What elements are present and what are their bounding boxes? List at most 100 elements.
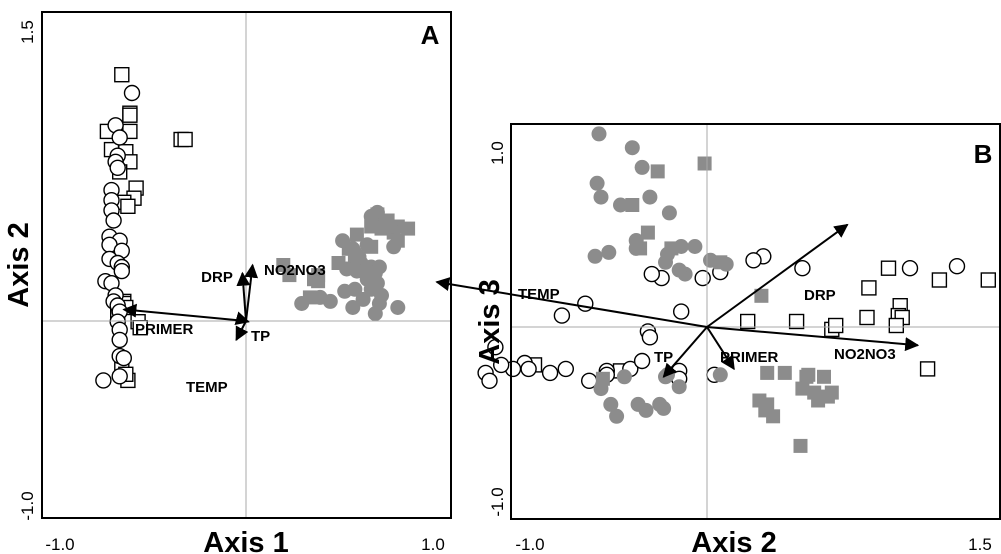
panel-a-filled-circle-point — [378, 215, 394, 230]
panel-a-x-tick-max: 1.0 — [421, 535, 445, 554]
panel-a-open-circle-point — [113, 262, 131, 280]
panel-b-frame — [510, 123, 1001, 520]
panel-b-y-axis-title: Axis 3 — [474, 279, 506, 364]
panel-b-filled-circle-point — [660, 367, 675, 383]
panel-a-vector-label-primer: PRIMER — [135, 321, 194, 338]
panel-b-filled-circle-point — [642, 189, 658, 205]
panel-a-open-circle-point — [123, 84, 141, 102]
panel-a-filled-circle-point — [386, 239, 402, 255]
panel-a: DRP NO2NO3 PRIMER TP TEMP A -1.0 1.0 -1.0 1.… — [3, 11, 452, 554]
panel-b-vector-label-drp: DRP — [804, 287, 836, 304]
panel-b-filled-circle-point — [671, 379, 687, 395]
panel-b-open-square-point — [919, 361, 936, 377]
panel-a-vector-temp — [235, 320, 249, 342]
panel-b-filled-circle-point — [609, 408, 625, 424]
panel-b-open-circle-point — [643, 265, 660, 283]
panel-b-y-tick-min: -1.0 — [488, 487, 507, 516]
panel-b-x-tick-max: 1.5 — [968, 535, 992, 554]
panel-a-filled-circle-point — [355, 291, 371, 307]
panel-a-y-axis-title: Axis 2 — [3, 222, 35, 307]
panel-b-open-circle-point — [694, 269, 711, 287]
panel-b-vector-temp — [435, 277, 708, 328]
panel-a-y-tick-min: -1.0 — [18, 491, 37, 520]
panel-a-open-circle-point — [111, 368, 128, 385]
panel-a-vector-primer — [122, 303, 247, 322]
panel-b-open-square-point — [888, 317, 904, 334]
panel-b-filled-circle-point — [712, 367, 728, 383]
panel-a-vector-drp — [236, 271, 251, 322]
panel-a-open-circle-point — [105, 212, 122, 229]
panel-a-filled-square-point — [282, 268, 297, 283]
panel-b-filled-square-point — [817, 369, 831, 384]
panel-a-filled-circle-point — [390, 300, 406, 315]
panel-b-filled-circle-point — [673, 239, 689, 254]
panel-b-filled-circle-point — [671, 262, 687, 278]
panel-a-filled-circle-point — [349, 263, 365, 279]
panel-b-filled-circle-point — [634, 159, 650, 175]
panel-b-filled-square-point — [795, 381, 810, 396]
panel-a-x-tick-min: -1.0 — [45, 535, 74, 554]
panel-b-open-square-point — [859, 309, 875, 326]
panel-b-filled-square-point — [650, 164, 665, 179]
panel-b-filled-square-point — [801, 367, 816, 382]
panel-b-filled-circle-point — [591, 126, 607, 142]
panel-b-open-circle-point — [520, 360, 537, 378]
panel-a-filled-circle-point — [294, 296, 310, 311]
panel-b-filled-circle-point — [703, 252, 718, 268]
panel-b-filled-square-point — [766, 409, 781, 424]
panel-b-vector-label-no2no3: NO2NO3 — [834, 346, 896, 363]
panel-a-open-square-point — [122, 107, 138, 123]
panel-b-filled-circle-point — [661, 205, 677, 221]
panel-a-filled-square-point — [401, 221, 416, 236]
panel-a-filled-circle-point — [363, 208, 379, 224]
panel-b-open-circle-point — [487, 339, 504, 356]
panel-a-frame — [41, 11, 452, 519]
panel-b-filled-circle-point — [624, 140, 640, 156]
panel-a-vector-label-no2no3: NO2NO3 — [264, 262, 326, 279]
panel-b-open-square-point — [861, 280, 877, 296]
panel-b-vector-label-temp: TEMP — [518, 286, 560, 303]
panel-b-filled-circle-point — [628, 240, 644, 256]
panel-b-open-circle-point — [948, 258, 966, 275]
panel-b-open-circle-point — [901, 260, 919, 277]
panel-b-filled-circle-point — [613, 197, 628, 213]
panel-b-open-circle-point — [673, 303, 690, 320]
panel-a-open-circle-point — [95, 372, 112, 389]
panel-a-letter: A — [421, 20, 440, 50]
panel-b-open-circle-point — [794, 260, 811, 277]
panel-b-open-square-point — [788, 313, 805, 330]
panel-a-filled-square-point — [349, 227, 364, 242]
panel-a-vector-label-drp: DRP — [201, 269, 233, 286]
panel-b-open-circle-point — [493, 356, 510, 374]
panel-b-filled-square-point — [820, 389, 835, 404]
panel-a-open-square-point — [120, 198, 136, 215]
panel-b-open-circle-point — [481, 372, 498, 389]
panel-b-filled-square-point — [777, 365, 792, 380]
panel-a-open-square-point — [177, 131, 193, 148]
panel-a-filled-circle-point — [359, 237, 375, 253]
panel-b-filled-square-point — [760, 365, 775, 380]
panel-a-y-tick-max: 1.5 — [18, 20, 37, 44]
panel-a-open-circle-point — [111, 129, 128, 146]
panel-b-vector-tp — [662, 326, 708, 378]
panel-b-y-tick-max: 1.0 — [488, 141, 507, 165]
panel-b-vector-drp — [706, 223, 849, 328]
panel-b-open-square-point — [880, 260, 897, 276]
panel-b-filled-circle-point — [603, 396, 619, 412]
panel-a-filled-circle-point — [367, 306, 383, 322]
panel-b-open-square-point — [740, 313, 756, 330]
panel-a-filled-circle-point — [335, 233, 351, 249]
panel-b: TEMP DRP NO2NO3 TP PRIMER B -1.0 1.5 -1.0 1.… — [435, 123, 1001, 554]
panel-a-vector-tp — [234, 311, 250, 326]
panel-b-vector-label-primer: PRIMER — [720, 349, 779, 366]
panel-b-filled-circle-point — [593, 189, 609, 205]
panel-a-open-circle-point — [111, 331, 128, 349]
panel-a-open-circle-point — [115, 349, 133, 367]
panel-b-filled-circle-point — [589, 175, 605, 191]
panel-b-filled-circle-point — [593, 381, 609, 397]
panel-a-vector-label-temp: TEMP — [186, 379, 228, 396]
panel-a-open-square-point — [114, 66, 130, 83]
panel-b-filled-circle-point — [638, 402, 654, 418]
panel-b-open-circle-point — [633, 352, 651, 370]
